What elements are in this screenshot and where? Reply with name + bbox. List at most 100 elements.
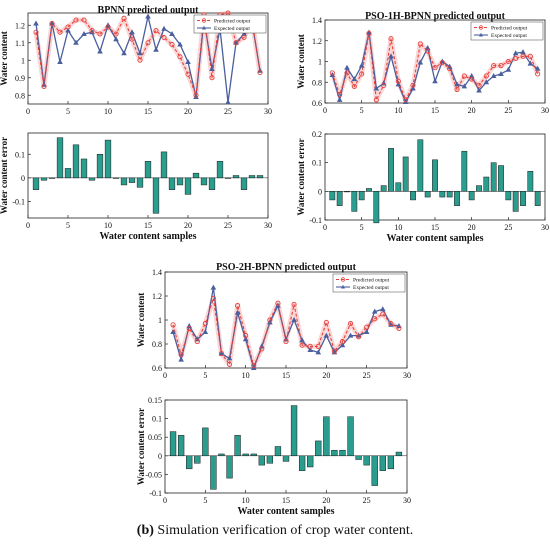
predicted-point <box>527 53 533 59</box>
error-bar <box>395 451 403 457</box>
x-tick-label: 20 <box>468 106 476 115</box>
error-bar <box>144 161 152 179</box>
x-tick-label: 25 <box>224 221 232 230</box>
error-bar <box>476 185 482 192</box>
error-bar <box>192 172 200 179</box>
x-tick-label: 15 <box>282 496 290 505</box>
error-bar <box>218 453 225 457</box>
predicted-point <box>323 319 329 325</box>
y-tick-label: 0.8 <box>312 78 322 87</box>
legend-predicted-label: Predicted output <box>353 278 390 284</box>
error-bar <box>355 455 362 460</box>
predicted-point <box>33 29 39 35</box>
expected-point <box>129 29 135 35</box>
predicted-point <box>344 70 350 76</box>
error-bar <box>186 455 193 470</box>
predicted-point <box>193 92 199 98</box>
error-bar <box>358 191 365 201</box>
y-tick-label: 1 <box>21 56 25 65</box>
predicted-point <box>186 325 192 331</box>
predicted-point <box>241 34 247 41</box>
legend-predicted-marker <box>201 18 207 23</box>
x-tick-label: 20 <box>184 221 192 230</box>
bpnn_output-panel: 0 5 10 15 20 25 30 0.8 0.9 1 1.1 1.2 BPNN predicted … <box>0 5 272 116</box>
predicted-point <box>410 82 416 88</box>
expected-point <box>371 308 378 314</box>
expected-point <box>347 332 354 338</box>
error-bar <box>307 455 314 468</box>
error-bar <box>224 177 232 179</box>
expected-point <box>97 48 103 54</box>
x-tick-label: 25 <box>363 371 371 380</box>
caption-text: Simulation verification of crop water co… <box>153 523 414 538</box>
predicted-point <box>432 65 438 71</box>
error-bar <box>336 191 343 206</box>
error-bar <box>298 455 306 471</box>
x-axis-label: Water content samples <box>237 506 334 517</box>
error-bar <box>56 137 64 179</box>
legend-expected-label: Expected output <box>214 26 250 32</box>
x-tick-label: 5 <box>360 223 364 232</box>
error-bar <box>331 449 338 457</box>
expected-point <box>33 20 39 26</box>
error-bar <box>527 171 534 192</box>
expected-point <box>242 336 249 342</box>
expected-point <box>178 356 184 362</box>
error-bar <box>234 435 241 457</box>
x-tick-label: 5 <box>66 107 70 116</box>
expected-point <box>498 70 504 76</box>
error-bar <box>104 139 112 179</box>
x-tick-label: 30 <box>403 496 411 505</box>
pso1h_output-panel: 0 5 10 15 20 25 30 0.6 0.8 1 1.2 1.4 PSO-1H-BPNN pre… <box>296 11 549 115</box>
predicted-point <box>194 339 200 345</box>
legend-expected-label: Expected output <box>491 33 527 39</box>
x-tick-label: 20 <box>322 496 330 505</box>
error-bar <box>200 177 208 186</box>
predicted-point <box>381 82 387 88</box>
x-tick-label: 10 <box>242 496 250 505</box>
y-axis-label: Water content error <box>0 137 9 214</box>
error-bar <box>417 139 424 192</box>
error-bar <box>40 177 48 181</box>
predicted-point <box>177 54 183 60</box>
expected-point <box>461 83 468 89</box>
expected-point <box>185 59 191 64</box>
x-tick-label: 0 <box>26 107 30 116</box>
y-tick-label: 0.6 <box>152 364 162 373</box>
predicted-point <box>89 27 95 34</box>
y-tick-label: -0.1 <box>149 489 162 498</box>
y-tick-label: 1.4 <box>312 16 322 25</box>
error-bar <box>128 177 136 183</box>
error-bar <box>232 175 240 179</box>
x-tick-label: 10 <box>104 221 112 230</box>
expected-point <box>153 46 159 52</box>
error-bar <box>248 175 256 179</box>
expected-point <box>323 332 330 338</box>
expected-point <box>49 20 55 26</box>
predicted-point <box>356 334 362 340</box>
error-bar <box>216 161 224 179</box>
error-bar <box>379 455 386 471</box>
predicted-point <box>461 73 467 79</box>
x-tick-label: 10 <box>394 223 402 232</box>
error-bar <box>177 435 185 457</box>
predicted-point <box>185 71 191 77</box>
x-tick-label: 30 <box>264 221 272 230</box>
error-bar <box>210 455 217 490</box>
predicted-point <box>307 343 313 349</box>
expected-point <box>476 87 482 93</box>
error-bar <box>250 453 257 457</box>
expected-point <box>218 350 225 356</box>
predicted-point <box>113 31 119 37</box>
expected-point <box>388 53 394 59</box>
predicted-point <box>235 303 241 309</box>
expected-point <box>527 60 534 66</box>
y-tick-label: -0.05 <box>145 470 162 479</box>
expected-point <box>339 342 346 348</box>
expected-point <box>113 36 119 42</box>
legend-predicted-marker <box>340 277 346 282</box>
predicted-point <box>483 73 489 79</box>
x-tick-label: 30 <box>541 223 549 232</box>
predicted-point <box>210 295 216 301</box>
